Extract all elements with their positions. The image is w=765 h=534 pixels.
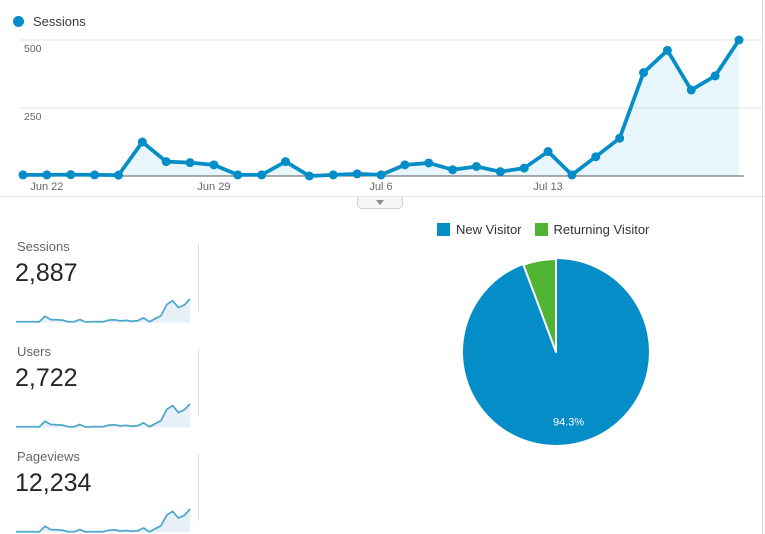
card-divider	[198, 454, 199, 521]
svg-text:250: 250	[24, 111, 42, 123]
sessions-legend-dot-icon	[13, 16, 24, 27]
svg-text:Jul 6: Jul 6	[369, 181, 392, 193]
chevron-down-icon	[376, 200, 384, 205]
metric-value: 2,887	[15, 259, 78, 287]
metric-value: 12,234	[15, 469, 92, 497]
metric-card-users[interactable]: Users 2,722	[14, 344, 192, 429]
pie-legend-item-returning-visitor: Returning Visitor	[534, 222, 650, 237]
metric-label: Pageviews	[17, 449, 80, 464]
pie-data-label: 94.3%	[553, 417, 584, 429]
card-divider	[198, 349, 199, 416]
metric-card-sessions[interactable]: Sessions 2,887	[14, 239, 192, 324]
metric-label: Sessions	[17, 239, 70, 254]
metric-value: 2,722	[15, 364, 78, 392]
users-sparkline	[16, 403, 191, 428]
pie-legend: New Visitor Returning Visitor	[437, 222, 649, 237]
svg-text:Jul 13: Jul 13	[533, 181, 562, 193]
chart-bottom-divider	[0, 196, 765, 197]
sessions-legend-label: Sessions	[33, 14, 86, 29]
visitor-type-pie-chart: 94.3%	[463, 258, 649, 445]
sessions-metric-legend[interactable]: Sessions	[13, 14, 86, 29]
pie-legend-label: Returning Visitor	[553, 222, 650, 237]
svg-text:Jun 22: Jun 22	[30, 181, 63, 193]
collapse-chart-button[interactable]	[357, 197, 403, 209]
sessions-sparkline	[16, 298, 191, 323]
returning-visitor-swatch-icon	[534, 223, 548, 236]
metric-label: Users	[17, 344, 51, 359]
svg-text:500: 500	[24, 43, 42, 55]
metric-card-pageviews[interactable]: Pageviews 12,234	[14, 449, 192, 534]
svg-text:Jun 29: Jun 29	[197, 181, 230, 193]
pageviews-sparkline	[16, 508, 191, 533]
sessions-over-time-chart: 500 250 Jun 22 Jun 29 Jul 6 Jul 13	[18, 35, 763, 193]
pie-legend-item-new-visitor: New Visitor	[437, 222, 522, 237]
new-visitor-swatch-icon	[437, 223, 450, 236]
pie-legend-label: New Visitor	[456, 222, 522, 237]
card-divider	[198, 244, 199, 311]
right-edge-border	[762, 0, 763, 534]
